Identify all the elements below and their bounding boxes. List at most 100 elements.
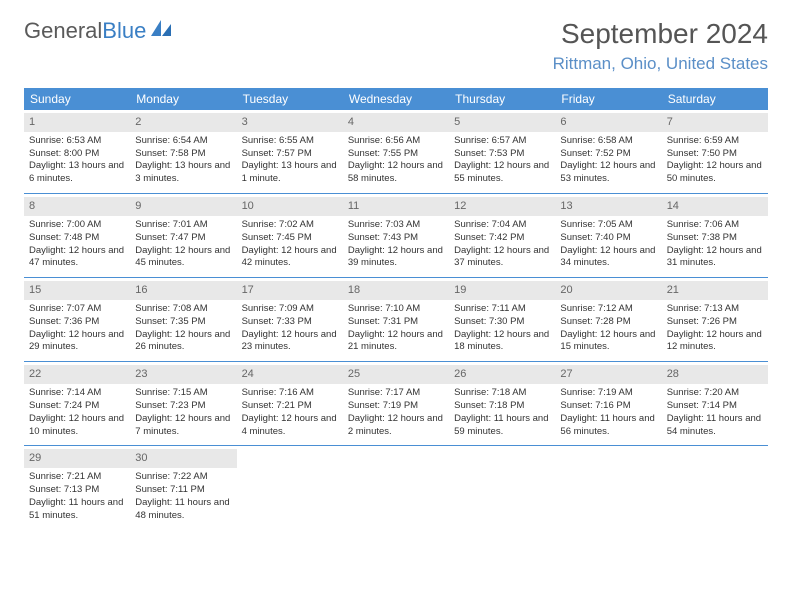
daylight-text: Daylight: 12 hours and 39 minutes. [348, 245, 444, 271]
daylight-text: Daylight: 11 hours and 54 minutes. [667, 413, 763, 439]
sunrise-text: Sunrise: 7:13 AM [667, 303, 763, 316]
sunrise-text: Sunrise: 7:15 AM [135, 387, 231, 400]
sunset-text: Sunset: 7:53 PM [454, 148, 550, 161]
sunset-text: Sunset: 7:45 PM [242, 232, 338, 245]
sunrise-text: Sunrise: 7:04 AM [454, 219, 550, 232]
weekday-header: Friday [555, 88, 661, 110]
calendar-day: 26Sunrise: 7:18 AMSunset: 7:18 PMDayligh… [449, 362, 555, 445]
sunset-text: Sunset: 7:23 PM [135, 400, 231, 413]
day-number: 13 [555, 197, 661, 216]
calendar-day [343, 446, 449, 529]
weekday-header: Wednesday [343, 88, 449, 110]
sunrise-text: Sunrise: 6:57 AM [454, 135, 550, 148]
calendar-day: 9Sunrise: 7:01 AMSunset: 7:47 PMDaylight… [130, 194, 236, 277]
sunrise-text: Sunrise: 7:17 AM [348, 387, 444, 400]
calendar-header-row: Sunday Monday Tuesday Wednesday Thursday… [24, 88, 768, 110]
daylight-text: Daylight: 11 hours and 56 minutes. [560, 413, 656, 439]
daylight-text: Daylight: 13 hours and 3 minutes. [135, 160, 231, 186]
calendar-day: 28Sunrise: 7:20 AMSunset: 7:14 PMDayligh… [662, 362, 768, 445]
sunrise-text: Sunrise: 7:22 AM [135, 471, 231, 484]
calendar-week: 15Sunrise: 7:07 AMSunset: 7:36 PMDayligh… [24, 278, 768, 362]
sunset-text: Sunset: 7:24 PM [29, 400, 125, 413]
sunset-text: Sunset: 7:40 PM [560, 232, 656, 245]
day-number: 11 [343, 197, 449, 216]
sunrise-text: Sunrise: 7:06 AM [667, 219, 763, 232]
sunset-text: Sunset: 7:26 PM [667, 316, 763, 329]
logo-text-1: General [24, 18, 102, 44]
day-number: 19 [449, 281, 555, 300]
day-number: 29 [24, 449, 130, 468]
logo-text-2: Blue [102, 18, 146, 44]
day-number: 22 [24, 365, 130, 384]
daylight-text: Daylight: 12 hours and 15 minutes. [560, 329, 656, 355]
sunrise-text: Sunrise: 7:14 AM [29, 387, 125, 400]
day-number: 21 [662, 281, 768, 300]
sunrise-text: Sunrise: 7:09 AM [242, 303, 338, 316]
sunrise-text: Sunrise: 7:16 AM [242, 387, 338, 400]
sunrise-text: Sunrise: 7:18 AM [454, 387, 550, 400]
calendar-week: 22Sunrise: 7:14 AMSunset: 7:24 PMDayligh… [24, 362, 768, 446]
calendar-day: 4Sunrise: 6:56 AMSunset: 7:55 PMDaylight… [343, 110, 449, 193]
sunset-text: Sunset: 7:55 PM [348, 148, 444, 161]
daylight-text: Daylight: 11 hours and 51 minutes. [29, 497, 125, 523]
sunset-text: Sunset: 7:42 PM [454, 232, 550, 245]
calendar-day: 7 Sunrise: 6:59 AMSunset: 7:50 PMDaylight… [662, 110, 768, 193]
calendar-week: 29Sunrise: 7:21 AMSunset: 7:13 PMDayligh… [24, 446, 768, 529]
calendar-day: 10Sunrise: 7:02 AMSunset: 7:45 PMDayligh… [237, 194, 343, 277]
daylight-text: Daylight: 12 hours and 26 minutes. [135, 329, 231, 355]
sunset-text: Sunset: 7:33 PM [242, 316, 338, 329]
sunrise-text: Sunrise: 7:00 AM [29, 219, 125, 232]
sunset-text: Sunset: 7:30 PM [454, 316, 550, 329]
sunset-text: Sunset: 7:58 PM [135, 148, 231, 161]
daylight-text: Daylight: 12 hours and 34 minutes. [560, 245, 656, 271]
sunrise-text: Sunrise: 6:55 AM [242, 135, 338, 148]
sunset-text: Sunset: 7:57 PM [242, 148, 338, 161]
sunrise-text: Sunrise: 7:19 AM [560, 387, 656, 400]
day-number: 25 [343, 365, 449, 384]
sunset-text: Sunset: 8:00 PM [29, 148, 125, 161]
daylight-text: Daylight: 12 hours and 50 minutes. [667, 160, 763, 186]
sunset-text: Sunset: 7:43 PM [348, 232, 444, 245]
daylight-text: Daylight: 12 hours and 2 minutes. [348, 413, 444, 439]
day-number: 27 [555, 365, 661, 384]
sunrise-text: Sunrise: 7:20 AM [667, 387, 763, 400]
calendar-day: 17Sunrise: 7:09 AMSunset: 7:33 PMDayligh… [237, 278, 343, 361]
sunrise-text: Sunrise: 6:54 AM [135, 135, 231, 148]
daylight-text: Daylight: 12 hours and 10 minutes. [29, 413, 125, 439]
day-number: 9 [130, 197, 236, 216]
day-number: 24 [237, 365, 343, 384]
sunrise-text: Sunrise: 6:53 AM [29, 135, 125, 148]
daylight-text: Daylight: 12 hours and 47 minutes. [29, 245, 125, 271]
logo: GeneralBlue [24, 18, 173, 44]
sunset-text: Sunset: 7:28 PM [560, 316, 656, 329]
day-number: 7 [662, 113, 768, 132]
calendar-day: 2 Sunrise: 6:54 AMSunset: 7:58 PMDaylight… [130, 110, 236, 193]
weeks-container: 1 Sunrise: 6:53 AMSunset: 8:00 PM Daylight… [24, 110, 768, 529]
daylight-text: Daylight: 11 hours and 59 minutes. [454, 413, 550, 439]
daylight-text: Daylight: 12 hours and 53 minutes. [560, 160, 656, 186]
calendar-day: 6Sunrise: 6:58 AMSunset: 7:52 PMDaylight… [555, 110, 661, 193]
calendar-day: 22 Sunrise: 7:14 AMSunset: 7:24 PMDayligh… [24, 362, 130, 445]
sail-icon [149, 18, 173, 44]
sunrise-text: Sunrise: 6:59 AM [667, 135, 763, 148]
weekday-header: Tuesday [237, 88, 343, 110]
day-number: 23 [130, 365, 236, 384]
sunrise-text: Sunrise: 7:01 AM [135, 219, 231, 232]
day-number: 2 [130, 113, 236, 132]
calendar-day: 5Sunrise: 6:57 AMSunset: 7:53 PMDaylight… [449, 110, 555, 193]
day-number: 1 [24, 113, 130, 132]
calendar-week: 1 Sunrise: 6:53 AMSunset: 8:00 PM Daylight… [24, 110, 768, 194]
calendar-day: 11Sunrise: 7:03 AMSunset: 7:43 PMDayligh… [343, 194, 449, 277]
daylight-text: Daylight: 13 hours and 1 minute. [242, 160, 338, 186]
sunset-text: Sunset: 7:50 PM [667, 148, 763, 161]
sunset-text: Sunset: 7:11 PM [135, 484, 231, 497]
calendar-day: 27Sunrise: 7:19 AMSunset: 7:16 PMDayligh… [555, 362, 661, 445]
sunset-text: Sunset: 7:13 PM [29, 484, 125, 497]
daylight-text: Daylight: 12 hours and 58 minutes. [348, 160, 444, 186]
calendar-day: 1Sunrise: 6:53 AMSunset: 8:00 PMDaylight… [24, 110, 130, 193]
sunrise-text: Sunrise: 7:11 AM [454, 303, 550, 316]
calendar-day: 12Sunrise: 7:04 AMSunset: 7:42 PMDayligh… [449, 194, 555, 277]
calendar-day [237, 446, 343, 529]
calendar-day: 24Sunrise: 7:16 AMSunset: 7:21 PMDayligh… [237, 362, 343, 445]
calendar-day: 3Sunrise: 6:55 AMSunset: 7:57 PMDaylight… [237, 110, 343, 193]
